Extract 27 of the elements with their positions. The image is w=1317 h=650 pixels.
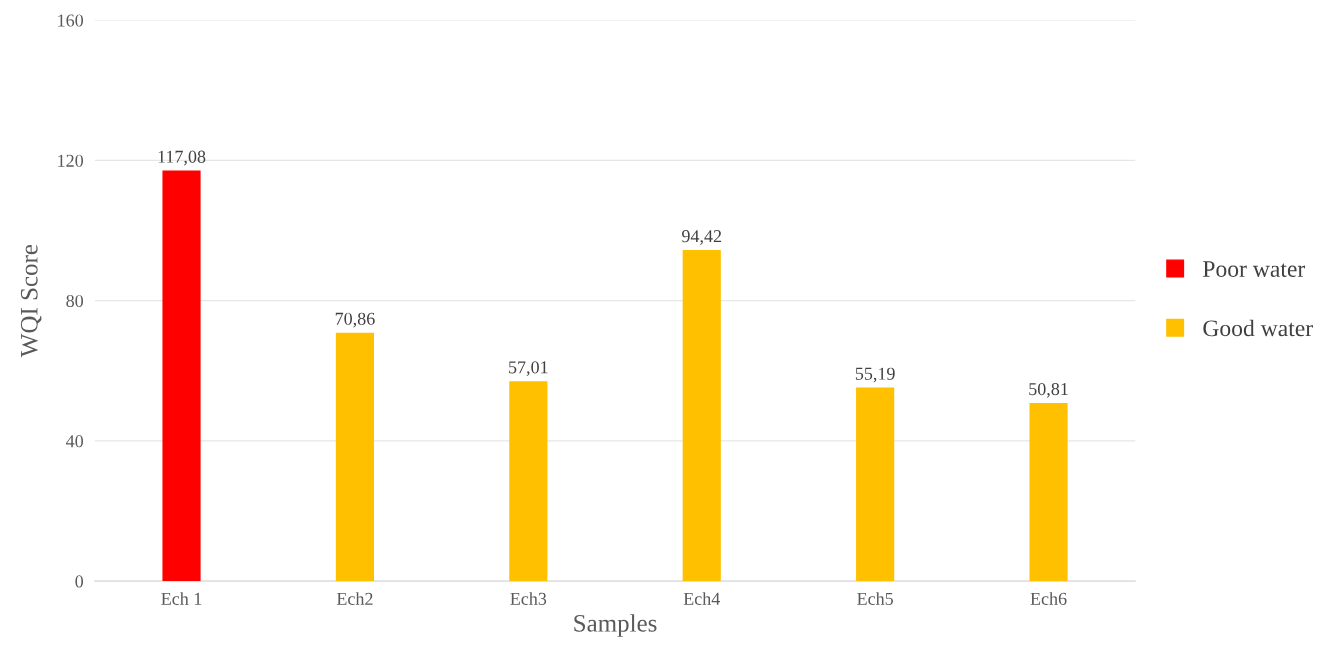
data-label: 117,08 xyxy=(158,150,206,166)
y-tick-label: 0 xyxy=(75,575,84,588)
x-tick-label: Ech6 xyxy=(1030,592,1067,605)
x-axis-title: Samples xyxy=(574,614,657,637)
legend-label: Good water xyxy=(1203,319,1313,337)
x-tick-label: Ech4 xyxy=(683,592,721,605)
x-tick-label: Ech5 xyxy=(857,592,893,605)
y-tick-label: 40 xyxy=(66,435,84,448)
data-label: 94,42 xyxy=(682,230,722,245)
bar xyxy=(162,170,201,582)
bar xyxy=(335,332,375,582)
data-label: 70,86 xyxy=(335,312,375,328)
y-tick-label: 160 xyxy=(58,14,84,27)
bar xyxy=(682,250,721,582)
bar xyxy=(856,387,895,582)
data-label: 50,81 xyxy=(1029,382,1068,398)
x-tick-label: Ech3 xyxy=(510,592,547,605)
legend-label: Poor water xyxy=(1203,261,1306,277)
y-tick-label: 80 xyxy=(66,294,84,308)
x-tick-label: Ech 1 xyxy=(161,592,202,605)
y-axis-title: WQI Score xyxy=(20,244,42,358)
bar xyxy=(1029,402,1068,582)
x-tick-label: Ech2 xyxy=(336,592,373,605)
data-label: 57,01 xyxy=(509,361,548,376)
bar xyxy=(509,381,548,582)
data-label: 55,19 xyxy=(855,367,895,383)
y-tick-label: 120 xyxy=(58,154,84,167)
